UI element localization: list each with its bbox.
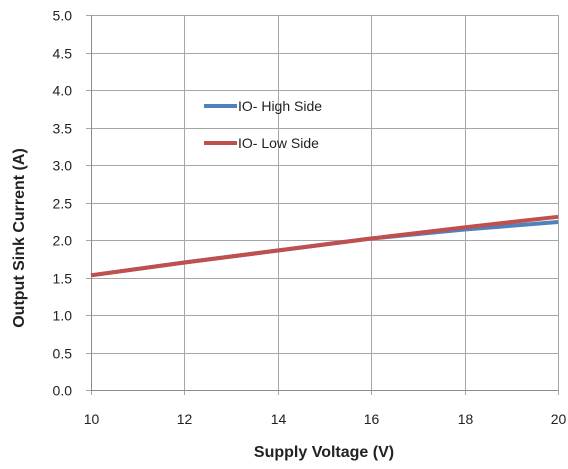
legend: IO- High Side IO- Low Side	[204, 98, 322, 151]
y-axis-title: Output Sink Current (A)	[11, 148, 28, 328]
y-tick-label-0: 0.0	[53, 383, 73, 399]
series	[90, 214, 559, 278]
x-tick-label-2: 14	[271, 411, 287, 427]
series-line-1	[90, 214, 559, 278]
y-tick-label-2: 1.0	[53, 308, 73, 324]
y-tick-label-8: 4.0	[53, 83, 73, 99]
x-tick-label-0: 10	[84, 411, 100, 427]
y-tick-label-7: 3.5	[53, 121, 73, 137]
y-tick-label-4: 2.0	[53, 233, 73, 249]
x-tick-label-1: 12	[177, 411, 193, 427]
x-tick-label-5: 20	[551, 411, 567, 427]
y-tick-label-10: 5.0	[53, 8, 73, 24]
x-axis-title: Supply Voltage (V)	[254, 444, 394, 461]
legend-label-high-side: IO- High Side	[238, 98, 322, 114]
y-tick-label-3: 1.5	[53, 271, 73, 287]
grid	[86, 15, 559, 395]
x-tick-label-4: 18	[458, 411, 474, 427]
tick-labels: 0.0 0.5 1.0 1.5 2.0 2.5 3.0 3.5 4.0 4.5 5.0 10 12 14 1…	[53, 8, 567, 428]
y-tick-label-6: 3.0	[53, 158, 73, 174]
y-tick-label-5: 2.5	[53, 196, 73, 212]
y-tick-label-9: 4.5	[53, 46, 73, 62]
axes	[91, 15, 558, 391]
x-tick-label-3: 16	[364, 411, 380, 427]
y-tick-label-1: 0.5	[53, 346, 73, 362]
legend-label-low-side: IO- Low Side	[238, 135, 319, 151]
